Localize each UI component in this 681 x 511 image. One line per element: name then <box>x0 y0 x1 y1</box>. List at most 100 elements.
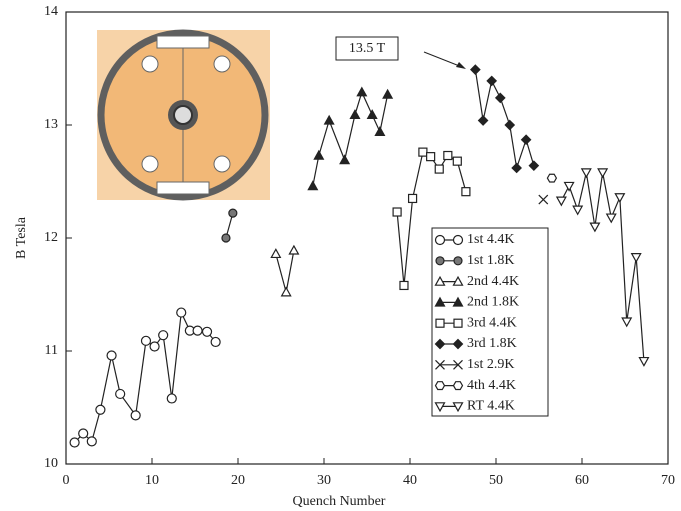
inset-slot <box>156 35 210 49</box>
x-tick-label: 10 <box>145 473 159 488</box>
legend-marker <box>434 338 446 350</box>
legend-marker <box>434 381 446 391</box>
marker <box>69 437 80 448</box>
inset-hole <box>141 55 159 73</box>
legend-box <box>431 227 549 417</box>
marker <box>477 115 489 126</box>
marker <box>78 428 89 439</box>
legend-label: 1st 4.4K <box>467 232 514 247</box>
marker <box>106 350 117 361</box>
legend-marker <box>434 402 446 413</box>
inset-hole <box>141 155 159 173</box>
marker <box>434 164 444 174</box>
marker <box>461 187 471 197</box>
marker <box>486 75 498 87</box>
marker <box>382 88 394 99</box>
marker <box>572 205 584 216</box>
legend-marker <box>435 318 445 328</box>
marker <box>452 156 462 166</box>
inset-image <box>97 29 270 201</box>
legend-marker <box>434 234 446 246</box>
x-tick-label: 70 <box>661 473 675 488</box>
annotation-box <box>335 36 399 61</box>
marker <box>86 436 97 447</box>
marker <box>339 154 351 165</box>
marker <box>280 286 292 297</box>
marker <box>349 109 361 120</box>
marker <box>210 336 221 348</box>
legend-marker <box>452 296 464 307</box>
annotation: 13.5 T <box>349 41 386 56</box>
legend-label: 1st 1.8K <box>467 253 514 268</box>
marker <box>374 126 386 136</box>
annotation-arrow <box>423 51 463 68</box>
legend-marker <box>453 318 463 328</box>
marker <box>270 248 282 259</box>
legend-label: 1st 2.9K <box>467 357 514 372</box>
inset-bore <box>173 105 193 125</box>
marker <box>307 180 319 191</box>
y-tick-label: 14 <box>44 4 58 19</box>
marker <box>366 109 378 120</box>
series-line <box>312 90 389 187</box>
legend-marker <box>452 381 464 391</box>
annotation-arrowhead <box>456 62 466 69</box>
marker <box>426 152 436 162</box>
x-tick-label: 40 <box>403 473 417 488</box>
marker <box>130 410 141 421</box>
legend-label: 2nd 4.4K <box>467 274 519 289</box>
legend-marker <box>434 296 446 307</box>
legend-marker <box>452 338 464 350</box>
x-tick-label: 50 <box>489 473 503 488</box>
legend-marker <box>435 359 445 370</box>
marker <box>511 162 522 174</box>
legend-label: RT 4.4K <box>467 399 515 414</box>
y-tick-label: 12 <box>44 230 58 245</box>
marker <box>392 207 402 217</box>
marker <box>399 280 409 291</box>
x-axis-label: Quench Number <box>293 494 386 509</box>
marker <box>597 168 609 179</box>
legend-marker <box>453 256 463 266</box>
marker <box>149 341 160 352</box>
marker <box>166 393 177 404</box>
marker <box>288 244 300 255</box>
legend-marker <box>452 275 464 286</box>
marker <box>192 325 203 336</box>
legend-marker <box>452 402 464 413</box>
marker <box>95 404 106 415</box>
marker <box>443 150 453 161</box>
legend-label: 4th 4.4K <box>467 378 516 393</box>
marker <box>201 326 213 337</box>
marker <box>418 147 428 157</box>
marker <box>140 335 152 346</box>
marker <box>470 64 481 75</box>
inset-hole <box>213 55 231 73</box>
marker <box>621 317 633 328</box>
x-tick-label: 20 <box>231 473 245 488</box>
marker <box>407 193 418 204</box>
marker <box>323 114 335 125</box>
legend-marker <box>435 256 445 266</box>
marker <box>115 388 126 400</box>
marker <box>638 356 650 367</box>
marker <box>176 307 187 318</box>
marker <box>313 149 325 160</box>
legend-marker <box>434 275 446 286</box>
legend-label: 3rd 1.8K <box>467 336 517 351</box>
y-tick-label: 13 <box>44 117 58 132</box>
marker <box>538 194 549 205</box>
marker <box>580 168 592 179</box>
legend-label: 3rd 4.4K <box>467 315 517 330</box>
marker <box>589 222 601 233</box>
inset-hole <box>213 155 231 173</box>
x-tick-label: 0 <box>63 473 70 488</box>
marker <box>546 173 558 183</box>
marker <box>228 208 238 218</box>
y-tick-label: 11 <box>45 343 58 358</box>
legend-marker <box>453 359 463 370</box>
y-tick-label: 10 <box>44 456 58 471</box>
marker <box>356 86 368 97</box>
legend-label: 2nd 1.8K <box>467 295 519 310</box>
